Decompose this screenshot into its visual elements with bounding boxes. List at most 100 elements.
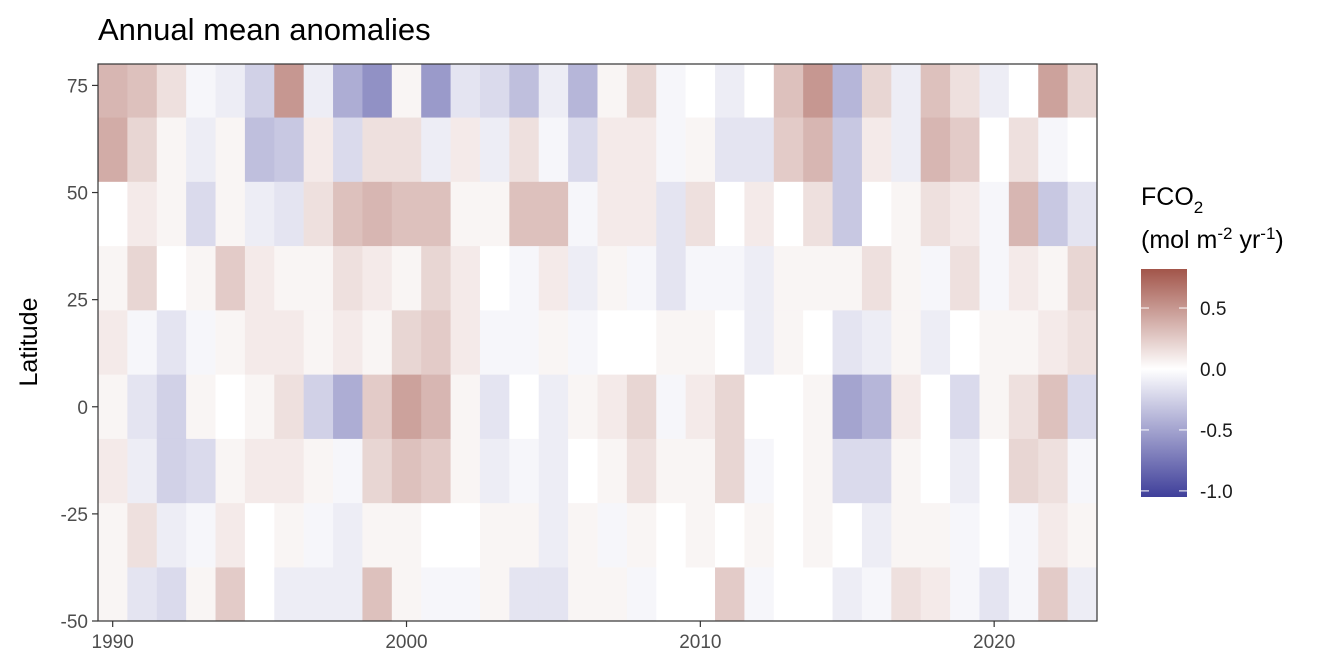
heatmap-cell — [891, 246, 922, 311]
heatmap-cell — [156, 117, 187, 183]
heatmap-cell — [950, 438, 980, 504]
heatmap-cell — [479, 117, 510, 183]
heatmap-cell — [186, 503, 217, 568]
heatmap-cell — [920, 181, 951, 247]
y-tick-label: 75 — [67, 76, 88, 97]
heatmap-cell — [391, 117, 422, 183]
legend-colorbar — [1141, 269, 1187, 497]
heatmap-cell — [744, 181, 775, 247]
heatmap-cell — [568, 374, 598, 440]
heatmap-cell — [773, 246, 804, 311]
heatmap-cell — [920, 503, 951, 568]
heatmap-cell — [303, 246, 334, 311]
heatmap-cell — [156, 374, 187, 440]
heatmap-cell — [1008, 438, 1039, 504]
heatmap-cell — [1008, 503, 1039, 568]
heatmap-cell — [832, 438, 863, 504]
heatmap-cell — [744, 438, 775, 504]
heatmap-cell — [421, 181, 452, 247]
heatmap-cell — [891, 374, 922, 440]
heatmap-cell — [832, 503, 863, 568]
heatmap-cell — [362, 438, 393, 504]
heatmap-cell — [391, 503, 422, 568]
heatmap-cell — [244, 117, 275, 183]
heatmap-cell — [803, 64, 834, 119]
heatmap-cell — [920, 310, 951, 376]
heatmap-cell — [1067, 64, 1098, 119]
legend-title: FCO2 — [1141, 183, 1203, 217]
heatmap-cell — [362, 181, 393, 247]
heatmap-cell — [568, 310, 598, 376]
heatmap-cell — [538, 438, 569, 504]
heatmap-cell — [715, 567, 745, 622]
heatmap-cell — [861, 438, 892, 504]
heatmap-cell — [450, 181, 481, 247]
heatmap-cell — [597, 64, 628, 119]
heatmap-cell — [244, 310, 275, 376]
heatmap-cell — [479, 438, 510, 504]
heatmap-cell — [391, 310, 422, 376]
heatmap-cell — [626, 503, 657, 568]
heatmap-cell — [391, 246, 422, 311]
heatmap-cell — [333, 310, 363, 376]
heatmap-cell — [274, 246, 305, 311]
heatmap-cell — [186, 310, 217, 376]
heatmap-cell — [656, 310, 687, 376]
heatmap-cell — [979, 64, 1010, 119]
heatmap-cell — [215, 567, 246, 622]
heatmap-cell — [597, 117, 628, 183]
heatmap-cell — [509, 117, 540, 183]
heatmap-cell — [509, 310, 540, 376]
heatmap-cell — [861, 181, 892, 247]
heatmap-cell — [215, 503, 246, 568]
heatmap-cell — [656, 246, 687, 311]
heatmap-cell — [715, 374, 745, 440]
heatmap-cell — [156, 246, 187, 311]
heatmap-cell — [244, 246, 275, 311]
heatmap-cell — [891, 64, 922, 119]
heatmap-cell — [538, 181, 569, 247]
heatmap-cell — [421, 438, 452, 504]
heatmap-cell — [1008, 567, 1039, 622]
heatmap-cell — [215, 310, 246, 376]
heatmap-cell — [538, 117, 569, 183]
heatmap-cell — [773, 64, 804, 119]
heatmap-cell — [215, 117, 246, 183]
heatmap-cell — [979, 310, 1010, 376]
heatmap-cell — [186, 64, 217, 119]
heatmap-cell — [568, 567, 598, 622]
heatmap-cell — [568, 117, 598, 183]
heatmap-cell — [127, 310, 158, 376]
heatmap-cell — [1067, 438, 1098, 504]
heatmap-cell — [1008, 117, 1039, 183]
legend-tick-label: -1.0 — [1200, 482, 1233, 503]
heatmap-cell — [1038, 503, 1069, 568]
heatmap-cell — [744, 310, 775, 376]
heatmap-cell — [362, 503, 393, 568]
heatmap-cell — [568, 246, 598, 311]
heatmap-cell — [156, 310, 187, 376]
heatmap-cell — [1067, 117, 1098, 183]
heatmap-cell — [421, 374, 452, 440]
heatmap-cell — [597, 181, 628, 247]
heatmap-cell — [568, 503, 598, 568]
x-tick-label: 1990 — [92, 632, 134, 653]
heatmap-cell — [303, 181, 334, 247]
heatmap-cell — [215, 374, 246, 440]
heatmap-cell — [156, 567, 187, 622]
heatmap-cell — [685, 374, 716, 440]
heatmap-cell — [744, 246, 775, 311]
heatmap-cell — [156, 64, 187, 119]
heatmap-cell — [685, 503, 716, 568]
heatmap-cell — [450, 64, 481, 119]
heatmap-cell — [803, 438, 834, 504]
heatmap-cell — [861, 503, 892, 568]
heatmap-cell — [244, 503, 275, 568]
heatmap-cell — [509, 246, 540, 311]
heatmap-cell — [303, 567, 334, 622]
heatmap-cell — [479, 181, 510, 247]
heatmap-cell — [1038, 374, 1069, 440]
legend-ticks: 0.5 0.0 -0.5 -1.0 — [1141, 299, 1233, 503]
x-axis: 1990 2000 2010 2020 — [92, 621, 1015, 653]
heatmap-cell — [391, 438, 422, 504]
